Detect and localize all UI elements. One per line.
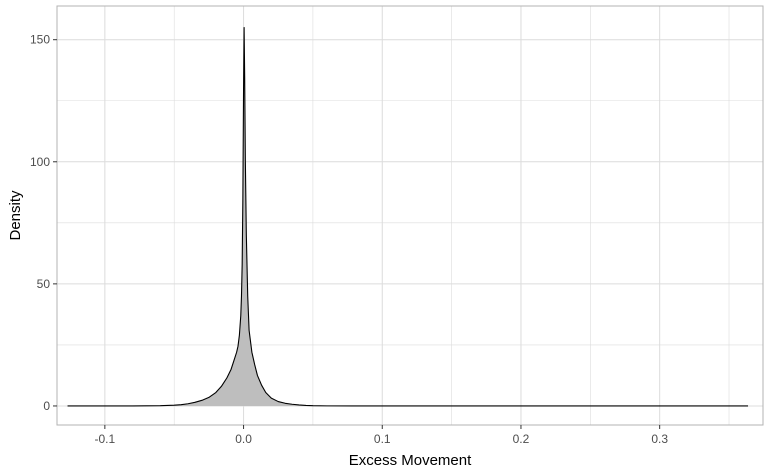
x-tick-label: -0.1 [95, 432, 116, 446]
y-tick-label: 50 [37, 277, 51, 291]
y-tick-label: 0 [43, 399, 50, 413]
x-axis-title: Excess Movement [349, 452, 472, 469]
x-tick-label: 0.0 [235, 432, 252, 446]
y-tick-label: 150 [30, 33, 50, 47]
y-axis-title: Density [7, 190, 24, 241]
x-tick-label: 0.1 [374, 432, 391, 446]
axis-tick-labels: -0.1 0.0 0.1 0.2 0.3 0 50 100 150 [30, 33, 668, 446]
x-tick-label: 0.2 [513, 432, 530, 446]
minor-gridlines [57, 6, 763, 425]
density-line [67, 26, 749, 407]
y-tick-label: 100 [30, 155, 50, 169]
x-tick-label: 0.3 [651, 432, 668, 446]
axis-ticks [53, 39, 661, 429]
density-marks [67, 26, 749, 407]
panel-border [56, 5, 764, 426]
